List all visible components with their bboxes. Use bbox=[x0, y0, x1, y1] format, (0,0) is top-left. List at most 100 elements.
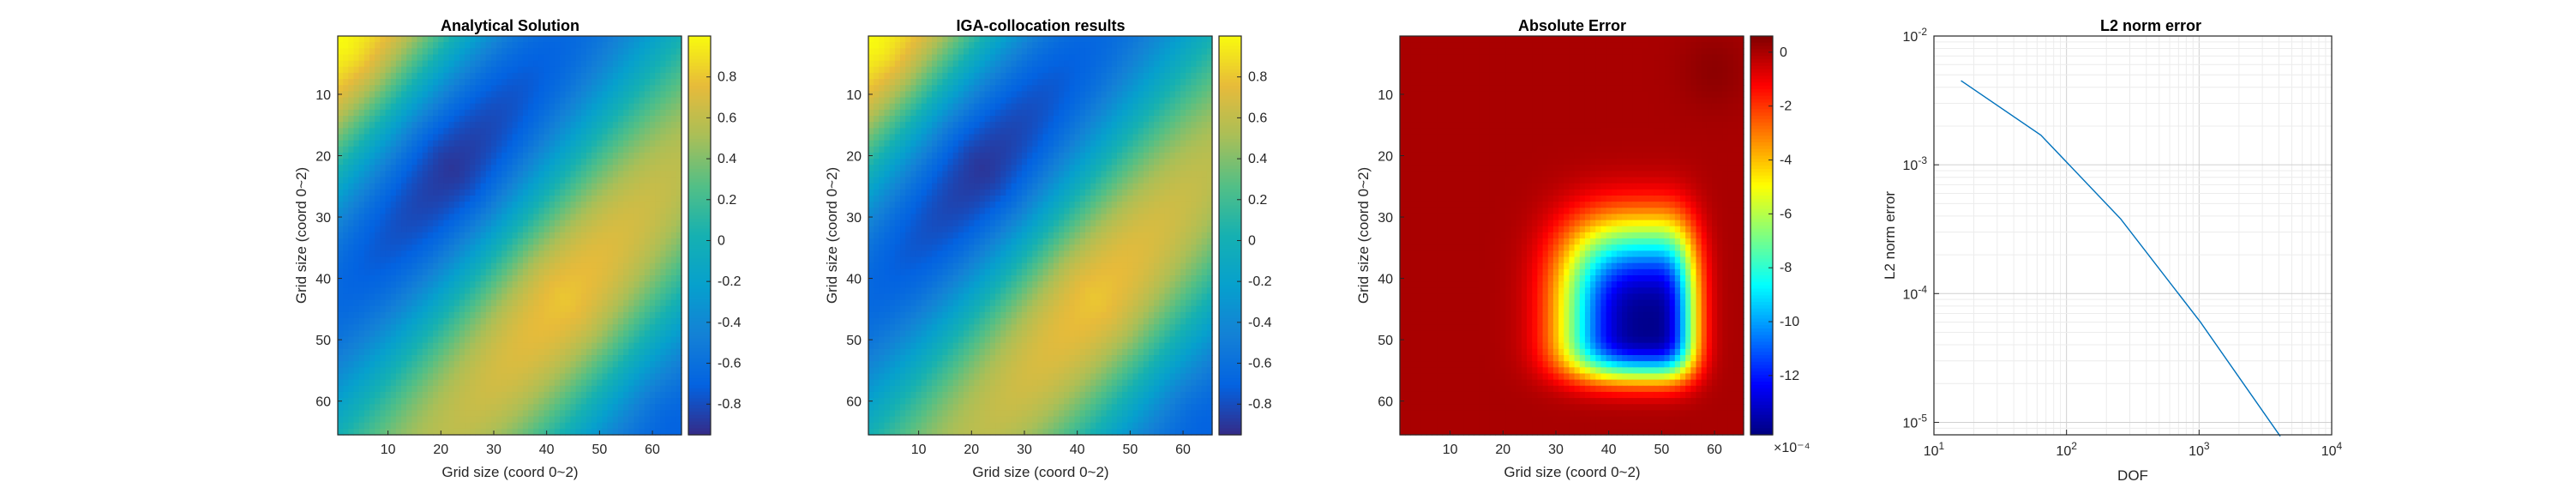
y-ticks: 10 20 30 40 50 60 bbox=[846, 88, 873, 410]
y-tick-label: 40 bbox=[1378, 273, 1393, 287]
heatmap-area bbox=[1400, 36, 1744, 436]
plot-box bbox=[337, 35, 682, 436]
colorbar-ticks: 0 -2 -4 -6 -8 -10 -12 bbox=[1768, 45, 1799, 383]
heatmap-panel-iga: IGA-collocation results 10 20 30 40 50 60 10 2… bbox=[824, 17, 1272, 480]
x-tick-label: 10 bbox=[911, 443, 927, 457]
colorbar bbox=[1750, 36, 1773, 436]
colorbar-tick-label: -4 bbox=[1780, 154, 1792, 168]
y-tick-label: 60 bbox=[1378, 395, 1393, 410]
panel-title: L2 norm error bbox=[2100, 17, 2201, 34]
y-tick-label: 10-3 bbox=[1903, 154, 1928, 173]
y-tick-label: 30 bbox=[315, 211, 331, 226]
x-tick-label: 10 bbox=[1443, 443, 1458, 457]
x-axis-label: Grid size (coord 0~2) bbox=[1504, 464, 1640, 480]
colorbar-tick-label: -0.2 bbox=[1248, 274, 1272, 289]
y-ticks: 10 20 30 40 50 60 bbox=[315, 88, 342, 410]
colorbar-tick-label: 0 bbox=[718, 233, 725, 248]
plot-box bbox=[1399, 35, 1744, 436]
y-tick-label: 50 bbox=[315, 334, 331, 348]
colorbar-tick-label: -0.4 bbox=[1248, 316, 1272, 330]
line-panel-l2-error: L2 norm error 101 102 103 104 10-210-310-41… bbox=[1882, 17, 2343, 484]
x-tick-label: 60 bbox=[645, 443, 660, 457]
x-axis-label: Grid size (coord 0~2) bbox=[972, 464, 1108, 480]
y-ticks: 10-2 10-3 10-4 10-5 bbox=[1903, 26, 1939, 431]
y-tick-label: 30 bbox=[1378, 211, 1393, 226]
x-tick-label: 40 bbox=[1601, 443, 1617, 457]
y-axis-label: Grid size (coord 0~2) bbox=[824, 167, 840, 304]
x-ticks: 10 20 30 40 50 60 bbox=[381, 431, 660, 457]
colorbar-tick-label: 0.2 bbox=[718, 193, 736, 208]
colorbar-tick-label: -0.8 bbox=[718, 397, 742, 412]
y-tick-label: 10-4 bbox=[1903, 283, 1928, 302]
x-ticks: 101 102 103 104 bbox=[1924, 430, 2343, 459]
y-axis-label: Grid size (coord 0~2) bbox=[1355, 167, 1372, 304]
colorbar-tick-label: -0.2 bbox=[718, 274, 742, 289]
x-axis-label: DOF bbox=[2117, 467, 2148, 484]
x-tick-label: 60 bbox=[1707, 443, 1722, 457]
colorbar-tick-label: -0.4 bbox=[718, 316, 742, 330]
colorbar-tick-label: -12 bbox=[1780, 369, 1799, 383]
x-tick-label: 50 bbox=[591, 443, 607, 457]
colorbar-tick-label: -2 bbox=[1780, 99, 1792, 114]
y-tick-label: 10 bbox=[1378, 88, 1393, 103]
x-tick-label: 50 bbox=[1122, 443, 1138, 457]
y-tick-label: 50 bbox=[1378, 334, 1393, 348]
panel-title: Analytical Solution bbox=[441, 17, 579, 34]
colorbar-box bbox=[1218, 35, 1242, 436]
y-tick-label: 20 bbox=[1378, 150, 1393, 165]
colorbar-tick-label: -8 bbox=[1780, 261, 1792, 275]
plot-box bbox=[868, 35, 1213, 436]
colorbar-tick-label: 0 bbox=[1248, 233, 1256, 248]
x-tick-label: 30 bbox=[486, 443, 501, 457]
y-tick-label: 20 bbox=[315, 150, 331, 165]
x-ticks: 10 20 30 40 50 60 bbox=[911, 431, 1191, 457]
colorbar bbox=[1219, 36, 1241, 436]
x-tick-label: 30 bbox=[1017, 443, 1032, 457]
colorbar-tick-label: -6 bbox=[1780, 207, 1792, 221]
y-tick-label: 10 bbox=[315, 88, 331, 103]
heatmap-area bbox=[338, 36, 682, 436]
x-tick-label: 101 bbox=[1924, 440, 1945, 459]
colorbar-tick-label: 0.4 bbox=[1248, 152, 1267, 166]
colorbar-tick-label: 0.8 bbox=[1248, 70, 1267, 85]
x-tick-label: 50 bbox=[1654, 443, 1669, 457]
y-ticks: 10 20 30 40 50 60 bbox=[1378, 88, 1404, 410]
y-tick-label: 10-2 bbox=[1903, 26, 1928, 45]
colorbar-tick-label: 0.6 bbox=[718, 111, 736, 125]
y-tick-label: 30 bbox=[846, 211, 862, 226]
colorbar-ticks: 0.8 0.6 0.4 0.2 0 -0.2 -0.4 -0.6 -0.8 bbox=[706, 70, 742, 412]
y-tick-label: 60 bbox=[315, 395, 331, 410]
y-tick-label: 60 bbox=[846, 395, 862, 410]
y-tick-label: 10-5 bbox=[1903, 412, 1928, 431]
series-line bbox=[1961, 80, 2281, 437]
colorbar-tick-label: -0.6 bbox=[718, 357, 742, 371]
x-tick-label: 103 bbox=[2189, 440, 2210, 459]
colorbar-tick-label: 0.8 bbox=[718, 70, 736, 85]
x-tick-label: 102 bbox=[2056, 440, 2077, 459]
colorbar-tick-label: -0.8 bbox=[1248, 397, 1272, 412]
colorbar-tick-label: -0.6 bbox=[1248, 357, 1272, 371]
colorbar-box bbox=[688, 35, 712, 436]
y-axis-label: Grid size (coord 0~2) bbox=[293, 167, 309, 304]
colorbar-tick-label: 0.4 bbox=[718, 152, 736, 166]
series-lines bbox=[1961, 80, 2281, 437]
colorbar-tick-label: 0.2 bbox=[1248, 193, 1267, 208]
panel-title: Absolute Error bbox=[1518, 17, 1626, 34]
y-tick-label: 50 bbox=[846, 334, 862, 348]
x-tick-label: 40 bbox=[539, 443, 555, 457]
x-tick-label: 10 bbox=[381, 443, 396, 457]
heatmap-panel-error: Absolute Error 10 20 30 40 50 60 10 20 30 40 50 60… bbox=[1355, 17, 1810, 480]
x-tick-label: 20 bbox=[964, 443, 979, 457]
x-axis-label: Grid size (coord 0~2) bbox=[441, 464, 578, 480]
plot-box bbox=[1933, 35, 2333, 436]
x-tick-label: 30 bbox=[1548, 443, 1564, 457]
x-ticks: 10 20 30 40 50 60 bbox=[1443, 431, 1722, 457]
x-tick-label: 20 bbox=[1495, 443, 1510, 457]
colorbar bbox=[688, 36, 711, 436]
y-tick-label: 40 bbox=[846, 273, 862, 287]
y-tick-label: 40 bbox=[315, 273, 331, 287]
x-tick-label: 20 bbox=[433, 443, 448, 457]
heatmap-area bbox=[868, 36, 1213, 436]
x-tick-label: 40 bbox=[1070, 443, 1085, 457]
